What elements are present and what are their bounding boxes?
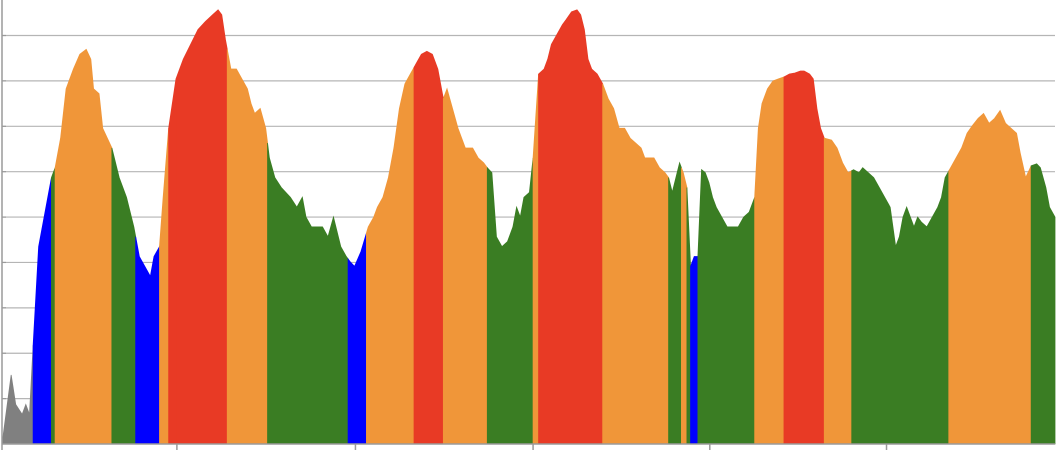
zone-area-orange (948, 109, 1032, 445)
zone-area-orange (532, 73, 539, 445)
zone-area-green (111, 147, 137, 445)
zone-area-gray (1, 345, 34, 445)
zone-areas (1, 9, 1056, 445)
zone-area-green (686, 187, 691, 445)
zone-area-orange (754, 76, 785, 445)
zone-area-orange (159, 128, 170, 445)
zone-area-green (668, 161, 682, 445)
zone-area-orange (54, 48, 113, 445)
zone-area-blue (135, 236, 160, 445)
zone-area-orange (366, 65, 415, 445)
zone-area-red (783, 70, 825, 445)
zone-area-orange (442, 87, 488, 445)
zone-area-green (851, 167, 950, 445)
zone-area-green (267, 143, 349, 445)
zone-area-orange (681, 167, 688, 445)
zone-area-green (486, 157, 534, 445)
zone-area-orange (226, 49, 268, 445)
zone-area-green (1030, 163, 1056, 445)
zone-area-red (538, 9, 604, 445)
zone-area-orange (823, 137, 853, 445)
zone-area-green (697, 168, 756, 445)
zone-area-red (175, 9, 228, 445)
zone-area-red (413, 50, 444, 445)
zone-area-green (51, 167, 56, 445)
zone-area-orange (602, 83, 669, 445)
zone-area-blue (347, 232, 367, 445)
zone-area-blue (690, 256, 699, 445)
zone-area-red (168, 78, 177, 445)
